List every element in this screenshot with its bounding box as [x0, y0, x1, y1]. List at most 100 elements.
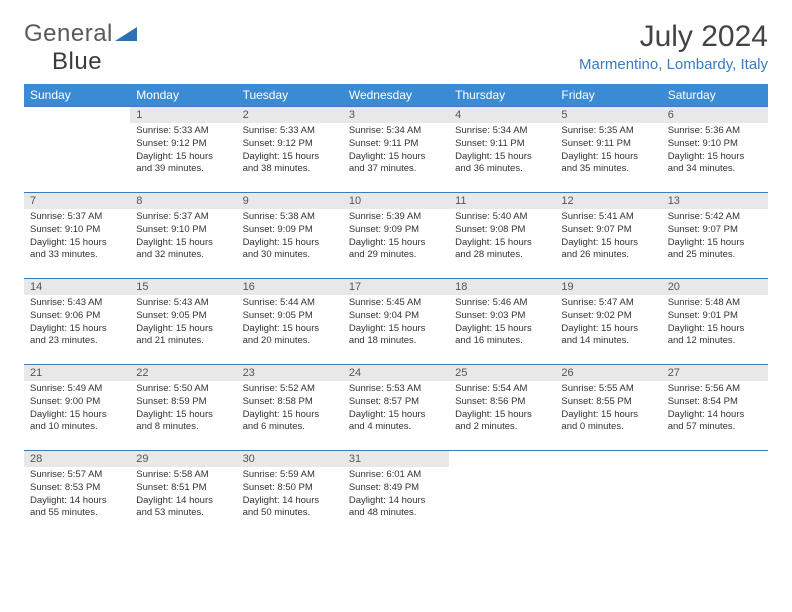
calendar-cell: 13Sunrise: 5:42 AMSunset: 9:07 PMDayligh…	[662, 193, 768, 279]
day-number: 23	[237, 365, 343, 381]
sunrise-text: Sunrise: 5:58 AM	[136, 469, 230, 482]
day-content: Sunrise: 5:40 AMSunset: 9:08 PMDaylight:…	[449, 209, 555, 266]
sunrise-text: Sunrise: 5:43 AM	[30, 297, 124, 310]
sunset-text: Sunset: 8:56 PM	[455, 396, 549, 409]
daylight-text: Daylight: 15 hours and 23 minutes.	[30, 323, 124, 349]
day-number: 19	[555, 279, 661, 295]
day-header: Sunday	[24, 84, 130, 107]
daylight-text: Daylight: 15 hours and 20 minutes.	[243, 323, 337, 349]
calendar-cell: 31Sunrise: 6:01 AMSunset: 8:49 PMDayligh…	[343, 451, 449, 537]
day-header: Saturday	[662, 84, 768, 107]
sunrise-text: Sunrise: 5:39 AM	[349, 211, 443, 224]
sunset-text: Sunset: 9:07 PM	[668, 224, 762, 237]
sunset-text: Sunset: 9:12 PM	[136, 138, 230, 151]
location-label: Marmentino, Lombardy, Italy	[579, 56, 768, 73]
day-content: Sunrise: 5:38 AMSunset: 9:09 PMDaylight:…	[237, 209, 343, 266]
sunrise-text: Sunrise: 5:43 AM	[136, 297, 230, 310]
calendar-cell: 6Sunrise: 5:36 AMSunset: 9:10 PMDaylight…	[662, 107, 768, 193]
day-content: Sunrise: 5:58 AMSunset: 8:51 PMDaylight:…	[130, 467, 236, 524]
calendar-cell: 18Sunrise: 5:46 AMSunset: 9:03 PMDayligh…	[449, 279, 555, 365]
calendar-cell: 27Sunrise: 5:56 AMSunset: 8:54 PMDayligh…	[662, 365, 768, 451]
day-number: 30	[237, 451, 343, 467]
day-content: Sunrise: 5:36 AMSunset: 9:10 PMDaylight:…	[662, 123, 768, 180]
month-title: July 2024	[579, 20, 768, 54]
day-number: 9	[237, 193, 343, 209]
sunrise-text: Sunrise: 5:57 AM	[30, 469, 124, 482]
sunset-text: Sunset: 9:07 PM	[561, 224, 655, 237]
sunrise-text: Sunrise: 5:47 AM	[561, 297, 655, 310]
calendar-cell: 29Sunrise: 5:58 AMSunset: 8:51 PMDayligh…	[130, 451, 236, 537]
daylight-text: Daylight: 15 hours and 6 minutes.	[243, 409, 337, 435]
day-content: Sunrise: 5:43 AMSunset: 9:05 PMDaylight:…	[130, 295, 236, 352]
day-number: 2	[237, 107, 343, 123]
daylight-text: Daylight: 15 hours and 12 minutes.	[668, 323, 762, 349]
sunset-text: Sunset: 9:00 PM	[30, 396, 124, 409]
day-header: Wednesday	[343, 84, 449, 107]
day-number: 15	[130, 279, 236, 295]
sunrise-text: Sunrise: 5:34 AM	[349, 125, 443, 138]
day-number: 26	[555, 365, 661, 381]
sunset-text: Sunset: 9:12 PM	[243, 138, 337, 151]
sunset-text: Sunset: 8:49 PM	[349, 482, 443, 495]
day-number: 17	[343, 279, 449, 295]
calendar-cell	[24, 107, 130, 193]
sunset-text: Sunset: 9:10 PM	[30, 224, 124, 237]
sunset-text: Sunset: 9:08 PM	[455, 224, 549, 237]
daylight-text: Daylight: 14 hours and 55 minutes.	[30, 495, 124, 521]
day-number: 18	[449, 279, 555, 295]
sunrise-text: Sunrise: 5:41 AM	[561, 211, 655, 224]
day-content: Sunrise: 5:43 AMSunset: 9:06 PMDaylight:…	[24, 295, 130, 352]
calendar-cell: 8Sunrise: 5:37 AMSunset: 9:10 PMDaylight…	[130, 193, 236, 279]
day-content: Sunrise: 5:47 AMSunset: 9:02 PMDaylight:…	[555, 295, 661, 352]
calendar-cell: 10Sunrise: 5:39 AMSunset: 9:09 PMDayligh…	[343, 193, 449, 279]
day-number: 10	[343, 193, 449, 209]
calendar-row: 1Sunrise: 5:33 AMSunset: 9:12 PMDaylight…	[24, 107, 768, 193]
daylight-text: Daylight: 15 hours and 14 minutes.	[561, 323, 655, 349]
calendar-row: 7Sunrise: 5:37 AMSunset: 9:10 PMDaylight…	[24, 193, 768, 279]
day-number: 20	[662, 279, 768, 295]
calendar-cell: 19Sunrise: 5:47 AMSunset: 9:02 PMDayligh…	[555, 279, 661, 365]
day-content: Sunrise: 5:45 AMSunset: 9:04 PMDaylight:…	[343, 295, 449, 352]
calendar-cell: 15Sunrise: 5:43 AMSunset: 9:05 PMDayligh…	[130, 279, 236, 365]
sunset-text: Sunset: 9:04 PM	[349, 310, 443, 323]
daylight-text: Daylight: 15 hours and 29 minutes.	[349, 237, 443, 263]
day-number: 21	[24, 365, 130, 381]
calendar-cell: 2Sunrise: 5:33 AMSunset: 9:12 PMDaylight…	[237, 107, 343, 193]
calendar-cell: 9Sunrise: 5:38 AMSunset: 9:09 PMDaylight…	[237, 193, 343, 279]
day-content: Sunrise: 5:37 AMSunset: 9:10 PMDaylight:…	[130, 209, 236, 266]
day-number: 7	[24, 193, 130, 209]
day-number: 11	[449, 193, 555, 209]
calendar-cell: 1Sunrise: 5:33 AMSunset: 9:12 PMDaylight…	[130, 107, 236, 193]
sunset-text: Sunset: 8:55 PM	[561, 396, 655, 409]
calendar-cell: 24Sunrise: 5:53 AMSunset: 8:57 PMDayligh…	[343, 365, 449, 451]
logo: General Blue	[24, 20, 137, 76]
calendar-cell: 23Sunrise: 5:52 AMSunset: 8:58 PMDayligh…	[237, 365, 343, 451]
sunrise-text: Sunrise: 5:38 AM	[243, 211, 337, 224]
calendar-cell: 22Sunrise: 5:50 AMSunset: 8:59 PMDayligh…	[130, 365, 236, 451]
daylight-text: Daylight: 14 hours and 48 minutes.	[349, 495, 443, 521]
daylight-text: Daylight: 15 hours and 8 minutes.	[136, 409, 230, 435]
calendar-row: 21 Sunrise: 5:49 AMSunset: 9:00 PM Dayligh…	[24, 365, 768, 451]
logo-text-1: General	[24, 20, 113, 47]
calendar-cell: 17Sunrise: 5:45 AMSunset: 9:04 PMDayligh…	[343, 279, 449, 365]
day-content: Sunrise: 5:44 AMSunset: 9:05 PMDaylight:…	[237, 295, 343, 352]
sunrise-text: Sunrise: 5:45 AM	[349, 297, 443, 310]
day-content: Sunrise: 5:48 AMSunset: 9:01 PMDaylight:…	[662, 295, 768, 352]
daylight-text: Daylight: 15 hours and 25 minutes.	[668, 237, 762, 263]
day-content: Sunrise: 5:57 AMSunset: 8:53 PMDaylight:…	[24, 467, 130, 524]
sunrise-text: Sunrise: 5:48 AM	[668, 297, 762, 310]
day-number: 28	[24, 451, 130, 467]
day-content: Sunrise: 5:50 AMSunset: 8:59 PMDaylight:…	[130, 381, 236, 438]
calendar-row: 28Sunrise: 5:57 AMSunset: 8:53 PMDayligh…	[24, 451, 768, 537]
sunrise-text: Sunrise: 5:49 AM	[30, 383, 124, 396]
sunrise-text: Sunrise: 5:33 AM	[136, 125, 230, 138]
sunrise-text: Sunrise: 5:52 AM	[243, 383, 337, 396]
daylight-text: Daylight: 14 hours and 57 minutes.	[668, 409, 762, 435]
daylight-text: Daylight: 15 hours and 28 minutes.	[455, 237, 549, 263]
sunrise-text: Sunrise: 5:35 AM	[561, 125, 655, 138]
calendar-cell	[555, 451, 661, 537]
sunrise-text: Sunrise: 5:44 AM	[243, 297, 337, 310]
day-content: Sunrise: 5:33 AMSunset: 9:12 PMDaylight:…	[237, 123, 343, 180]
calendar-table: Sunday Monday Tuesday Wednesday Thursday…	[24, 84, 768, 537]
daylight-text: Daylight: 15 hours and 30 minutes.	[243, 237, 337, 263]
